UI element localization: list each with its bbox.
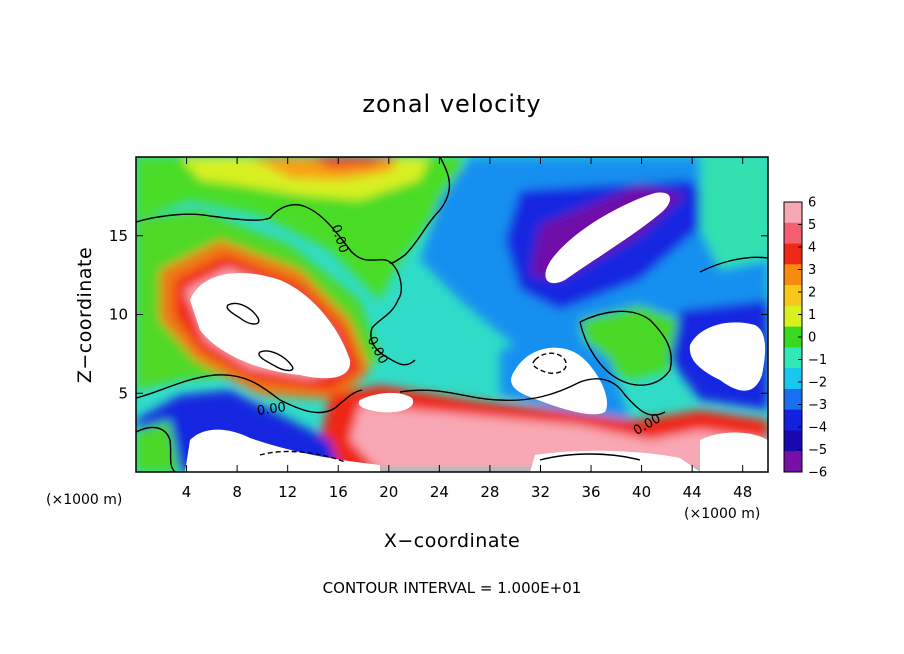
x-tick-label: 44 bbox=[683, 483, 702, 501]
y-tick-label: 10 bbox=[109, 306, 128, 324]
contour-zero-left-low bbox=[136, 374, 363, 414]
colorbar-label: 2 bbox=[808, 286, 816, 301]
colorbar-swatch bbox=[784, 202, 802, 224]
colorbar-label: 6 bbox=[808, 196, 816, 211]
contour-dashed-bottom bbox=[259, 450, 346, 463]
colorbar-label: −4 bbox=[808, 421, 827, 436]
white-region-left bbox=[190, 272, 351, 379]
colorbar-swatch bbox=[784, 430, 802, 452]
colorbar-label: −2 bbox=[808, 376, 827, 391]
x-tick-label: 20 bbox=[379, 483, 398, 501]
colorbar-swatch bbox=[784, 285, 802, 307]
contour-inner-left-2 bbox=[258, 350, 294, 372]
colorbar-swatch bbox=[784, 451, 802, 473]
x-tick-label: 48 bbox=[733, 483, 752, 501]
colorbar-label: 5 bbox=[808, 218, 816, 233]
field-region-lower-green bbox=[136, 420, 180, 472]
contour-zero-top-right bbox=[389, 157, 451, 264]
colorbar-swatch bbox=[784, 264, 802, 286]
contour-zero-far-right bbox=[699, 256, 768, 273]
colorbar-swatch bbox=[784, 243, 802, 265]
contour-dashed-mid bbox=[532, 352, 567, 374]
y-tick-label: 15 bbox=[109, 227, 128, 245]
contour-label: 0.00 bbox=[256, 400, 287, 419]
y-axis-ticks: 5 10 15 bbox=[109, 227, 768, 402]
colorbar: 6 5 4 3 2 1 0 −1 −2 −3 −4 −5 −6 bbox=[783, 196, 827, 481]
white-region-right bbox=[689, 322, 766, 391]
white-region-bottom-right bbox=[530, 450, 700, 472]
colorbar-label: −5 bbox=[808, 443, 827, 458]
contour-zero-lower-band bbox=[399, 378, 666, 416]
x-tick-label: 12 bbox=[278, 483, 297, 501]
white-region-bottom-left bbox=[185, 429, 380, 472]
colorbar-label: −3 bbox=[808, 398, 827, 413]
colorbar-swatch bbox=[784, 368, 802, 390]
colorbar-label: −1 bbox=[808, 353, 827, 368]
x-tick-label: 16 bbox=[329, 483, 348, 501]
x-axis-ticks: 4 8 12 16 20 24 28 32 36 40 44 48 bbox=[182, 157, 752, 501]
white-region-bottom-far-right bbox=[700, 432, 768, 472]
above-range-regions bbox=[185, 192, 768, 472]
contour-interval-note: CONTOUR INTERVAL = 1.000E+01 bbox=[323, 579, 582, 597]
x-tick-label: 40 bbox=[632, 483, 651, 501]
x-tick-label: 24 bbox=[430, 483, 449, 501]
field-region-cyan-right bbox=[700, 157, 768, 270]
field-region-top-red bbox=[310, 157, 390, 168]
colorbar-swatch bbox=[784, 222, 802, 244]
plot-area bbox=[136, 157, 768, 472]
colorbar-swatch bbox=[784, 388, 802, 411]
y-tick-label: 5 bbox=[118, 384, 128, 402]
x-axis-label: X−coordinate bbox=[384, 530, 520, 552]
contour-zero-upper bbox=[136, 204, 416, 366]
x-tick-label: 4 bbox=[182, 483, 192, 501]
colorbar-swatch bbox=[784, 305, 802, 328]
y-axis-label: Z−coordinate bbox=[74, 247, 96, 383]
contour-lines bbox=[136, 157, 768, 472]
white-region-upper-right bbox=[545, 192, 671, 284]
contour-bottom-right bbox=[539, 453, 641, 461]
x-tick-label: 32 bbox=[531, 483, 550, 501]
x-tick-label: 28 bbox=[480, 483, 499, 501]
colorbar-swatch bbox=[784, 347, 802, 369]
y-axis-unit: (×1000 m) bbox=[46, 492, 122, 508]
contour-zero-right bbox=[579, 310, 672, 386]
white-region-small bbox=[358, 392, 414, 413]
colorbar-label: 4 bbox=[808, 241, 816, 256]
colorbar-label: 1 bbox=[808, 308, 816, 323]
colorbar-label: −6 bbox=[808, 466, 827, 481]
contour-zero-bottom-left bbox=[136, 426, 176, 472]
x-tick-label: 36 bbox=[581, 483, 600, 501]
colorbar-label: 3 bbox=[808, 263, 816, 278]
x-axis-unit: (×1000 m) bbox=[684, 506, 760, 522]
colorbar-swatch bbox=[784, 409, 802, 431]
field-region-top-green bbox=[136, 157, 470, 300]
x-tick-label: 8 bbox=[232, 483, 242, 501]
colorbar-swatch bbox=[784, 326, 802, 348]
contour-inner-left bbox=[226, 302, 260, 325]
colorbar-label: 0 bbox=[808, 331, 816, 346]
chart-title: zonal velocity bbox=[362, 90, 541, 118]
